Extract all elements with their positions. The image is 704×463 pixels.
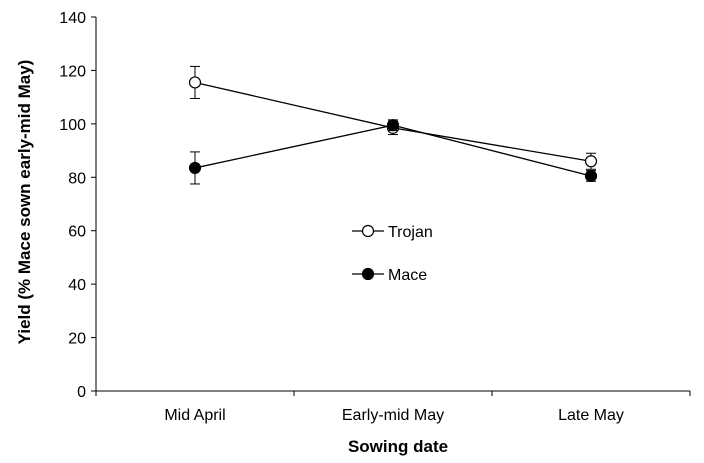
legend-item: Trojan [352,224,433,241]
legend-item: Mace [352,267,427,284]
data-point [188,76,202,89]
y-tick-label: 0 [77,384,86,401]
data-point [584,155,598,168]
y-tick-label: 100 [59,117,86,134]
legend-label: Mace [388,267,427,284]
legend-marker [361,267,375,281]
data-point [188,161,202,175]
data-point [584,169,598,183]
series-mace [188,119,598,185]
axes [95,17,690,392]
x-ticks: Mid April Early-mid May Late May [95,391,691,424]
legend-label: Trojan [388,224,433,241]
data-point [386,119,400,132]
y-tick-label: 120 [59,63,86,80]
legend-marker [361,224,375,238]
y-tick-label: 140 [59,10,86,27]
y-ticks: 0 20 40 60 80 100 120 140 [59,10,96,401]
x-tick-label: Mid April [164,407,225,424]
y-tick-label: 80 [68,170,86,187]
y-tick-label: 40 [68,277,86,294]
series-trojan [188,65,598,170]
legend: Trojan Mace [352,224,433,284]
series-layer [188,65,598,185]
y-tick-label: 60 [68,224,86,241]
y-tick-label: 20 [68,331,86,348]
x-tick-label: Late May [558,407,624,424]
x-axis-title: Sowing date [348,437,448,456]
x-tick-label: Early-mid May [342,407,444,424]
y-axis-title: Yield (% Mace sown early-mid May) [15,60,34,345]
